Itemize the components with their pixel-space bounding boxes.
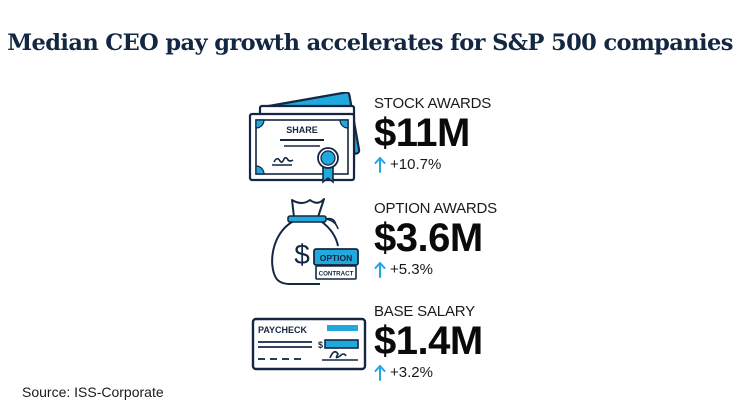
stat-change: +3.2% xyxy=(374,364,483,382)
money-bag-option-contract-icon: $ OPTION CONTRACT xyxy=(266,194,366,295)
stat-value: $1.4M xyxy=(374,319,483,363)
stat-base-salary: BASE SALARY $1.4M +3.2% xyxy=(374,303,483,382)
stat-row-stock-awards: SHARE STOCK AWARDS $11M +10.7% xyxy=(0,88,740,188)
svg-text:PAYCHECK: PAYCHECK xyxy=(258,325,308,335)
svg-text:$: $ xyxy=(294,239,310,270)
stat-value: $11M xyxy=(374,111,470,155)
change-value: +10.7% xyxy=(390,156,442,173)
stat-stock-awards: STOCK AWARDS $11M +10.7% xyxy=(374,95,491,174)
stat-label: BASE SALARY xyxy=(374,303,475,320)
change-value: +3.2% xyxy=(390,364,433,381)
arrow-up-icon xyxy=(374,365,386,381)
share-certificate-icon: SHARE xyxy=(246,91,368,189)
arrow-up-icon xyxy=(374,262,386,278)
stat-row-base-salary: PAYCHECK $ BASE SALARY $1.4M +3.2% xyxy=(0,296,740,396)
stat-option-awards: OPTION AWARDS $3.6M +5.3% xyxy=(374,200,497,279)
stat-label: STOCK AWARDS xyxy=(374,95,492,112)
svg-text:$: $ xyxy=(318,340,323,350)
paycheck-icon: PAYCHECK $ xyxy=(250,316,370,377)
stat-change: +5.3% xyxy=(374,261,497,279)
page-title: Median CEO pay growth accelerates for S&… xyxy=(7,30,733,56)
svg-text:OPTION: OPTION xyxy=(320,253,353,263)
arrow-up-icon xyxy=(374,157,386,173)
stat-change: +10.7% xyxy=(374,156,491,174)
svg-text:CONTRACT: CONTRACT xyxy=(319,271,354,278)
stat-value: $3.6M xyxy=(374,216,483,260)
stat-row-option-awards: $ OPTION CONTRACT OPTION AWARDS $3.6M +5… xyxy=(0,192,740,292)
change-value: +5.3% xyxy=(390,261,433,278)
svg-text:SHARE: SHARE xyxy=(286,125,318,135)
stat-label: OPTION AWARDS xyxy=(374,200,497,217)
source-note: Source: ISS-Corporate xyxy=(22,384,164,400)
